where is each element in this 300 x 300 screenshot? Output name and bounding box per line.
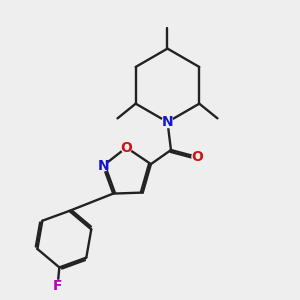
Text: N: N	[97, 159, 109, 173]
Circle shape	[98, 160, 108, 171]
Text: N: N	[162, 115, 173, 129]
Circle shape	[52, 280, 63, 291]
Circle shape	[162, 116, 173, 128]
Circle shape	[121, 142, 132, 153]
Text: O: O	[121, 141, 132, 154]
Text: O: O	[191, 150, 203, 164]
Text: F: F	[53, 279, 62, 292]
Circle shape	[192, 152, 202, 162]
